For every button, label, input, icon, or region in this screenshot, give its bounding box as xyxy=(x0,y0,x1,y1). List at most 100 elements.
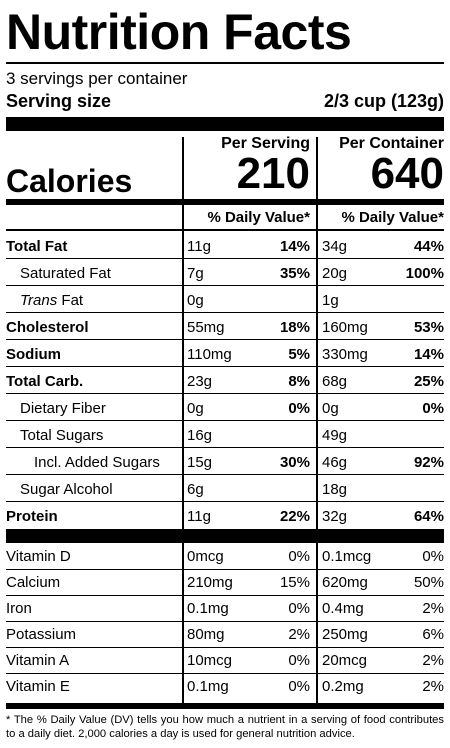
serving-amount: 0g xyxy=(187,292,204,309)
vitamin-container-amount: 20mcg xyxy=(322,652,368,669)
vitamin-serving-amount: 210mg xyxy=(187,574,233,591)
per-serving-header: Per Serving xyxy=(221,135,310,152)
serving-dv: 5% xyxy=(288,346,310,363)
calories-divider xyxy=(6,199,444,205)
nutrient-name: Sugar Alcohol xyxy=(20,481,113,498)
vitamin-serving-dv: 0% xyxy=(288,600,310,617)
container-dv: 25% xyxy=(413,373,444,390)
container-dv: 64% xyxy=(413,508,444,525)
container-dv: 100% xyxy=(405,265,444,282)
nutrient-row-divider xyxy=(6,285,444,286)
serving-amount: 16g xyxy=(187,427,213,444)
servings-per-container: 3 servings per container xyxy=(6,69,188,88)
nutrient-row-divider xyxy=(6,312,444,313)
nutrient-name: Total Carb. xyxy=(6,373,84,390)
vitamin-name: Calcium xyxy=(6,574,61,591)
serving-dv: 35% xyxy=(279,265,310,282)
column-divider-serving xyxy=(182,137,184,703)
vitamin-name: Potassium xyxy=(6,626,77,643)
vitamin-row-divider xyxy=(6,569,444,570)
vitamin-serving-amount: 80mg xyxy=(187,626,225,643)
serving-amount: 0g xyxy=(187,400,204,417)
serving-amount: 11g xyxy=(187,508,211,525)
calories-per-container: 640 xyxy=(370,149,444,198)
vitamin-name: Vitamin D xyxy=(6,548,71,565)
serving-size-label: Serving size xyxy=(6,91,112,111)
nutrient-name: Total Fat xyxy=(6,238,68,255)
nutrient-name: Trans Fat xyxy=(20,292,83,310)
footnote-divider xyxy=(6,703,444,709)
container-amount: 160mg xyxy=(322,319,368,336)
nutrient-row-divider xyxy=(6,366,444,367)
vitamin-row-divider xyxy=(6,595,444,596)
nutrient-row-divider xyxy=(6,393,444,394)
nutrient-row-divider xyxy=(6,501,444,502)
per-container-header: Per Container xyxy=(339,135,444,152)
nutrient-name: Sodium xyxy=(6,346,61,363)
container-dv: 53% xyxy=(413,319,444,336)
serving-amount: 55mg xyxy=(187,319,225,336)
nutrient-name-italic: Trans xyxy=(20,292,58,309)
nutrient-name: Incl. Added Sugars xyxy=(34,454,160,471)
vitamin-serving-amount: 10mcg xyxy=(187,652,233,669)
dv-header-divider xyxy=(6,229,444,231)
serving-amount: 6g xyxy=(187,481,204,498)
container-amount: 0g xyxy=(322,400,339,417)
serving-amount: 7g xyxy=(187,265,204,282)
nutrient-name: Dietary Fiber xyxy=(20,400,106,417)
dv-header-container: % Daily Value* xyxy=(341,209,444,226)
nutrient-row-divider xyxy=(6,474,444,475)
serving-amount: 110mg xyxy=(187,346,232,363)
container-amount: 34g xyxy=(322,238,348,255)
container-amount: 1g xyxy=(322,292,339,309)
thick-bar-vitamins xyxy=(6,529,444,543)
vitamin-row-divider xyxy=(6,673,444,674)
serving-amount: 23g xyxy=(187,373,213,390)
serving-dv: 18% xyxy=(279,319,310,336)
vitamin-container-amount: 0.2mg xyxy=(322,678,364,695)
title-divider xyxy=(6,62,444,64)
vitamin-container-amount: 620mg xyxy=(322,574,368,591)
vitamin-container-amount: 250mg xyxy=(322,626,368,643)
nutrient-row-divider xyxy=(6,339,444,340)
container-amount: 20g xyxy=(322,265,348,282)
vitamin-container-dv: 2% xyxy=(422,652,444,669)
nutrient-name: Total Sugars xyxy=(20,427,104,444)
serving-dv: 30% xyxy=(279,454,310,471)
vitamin-row-divider xyxy=(6,621,444,622)
nutrient-name: Cholesterol xyxy=(6,319,89,336)
vitamin-serving-amount: 0.1mg xyxy=(187,600,229,617)
vitamin-container-dv: 2% xyxy=(422,678,444,695)
container-amount: 32g xyxy=(322,508,348,525)
nutrient-row-divider xyxy=(6,258,444,259)
vitamin-container-dv: 50% xyxy=(413,574,444,591)
vitamin-container-dv: 2% xyxy=(422,600,444,617)
nutrient-name: Saturated Fat xyxy=(20,265,111,282)
vitamin-serving-dv: 2% xyxy=(288,626,310,643)
vitamin-name: Iron xyxy=(6,600,32,617)
container-dv: 44% xyxy=(413,238,444,255)
vitamin-name: Vitamin A xyxy=(6,652,70,669)
label-title: Nutrition Facts xyxy=(6,4,352,60)
serving-size-value: 2/3 cup (123g) xyxy=(323,91,444,111)
nutrient-row-divider xyxy=(6,420,444,421)
container-dv: 14% xyxy=(413,346,444,363)
nutrient-name: Protein xyxy=(6,508,58,525)
calories-label: Calories xyxy=(6,163,133,199)
nutrient-row-divider xyxy=(6,447,444,448)
vitamin-name: Vitamin E xyxy=(6,678,70,695)
vitamin-row-divider xyxy=(6,647,444,648)
vitamin-serving-dv: 0% xyxy=(288,678,310,695)
serving-amount: 11g xyxy=(187,238,211,255)
container-amount: 330mg xyxy=(322,346,368,363)
vitamin-container-amount: 0.1mcg xyxy=(322,548,372,565)
nutrient-name-rest: Fat xyxy=(57,292,84,309)
vitamin-serving-dv: 15% xyxy=(279,574,310,591)
vitamin-serving-amount: 0.1mg xyxy=(187,678,229,695)
vitamin-container-amount: 0.4mg xyxy=(322,600,364,617)
serving-dv: 14% xyxy=(279,238,310,255)
vitamin-serving-amount: 0mcg xyxy=(187,548,224,565)
serving-dv: 0% xyxy=(288,400,310,417)
thick-bar-top xyxy=(6,117,444,131)
dv-header-serving: % Daily Value* xyxy=(207,209,310,226)
